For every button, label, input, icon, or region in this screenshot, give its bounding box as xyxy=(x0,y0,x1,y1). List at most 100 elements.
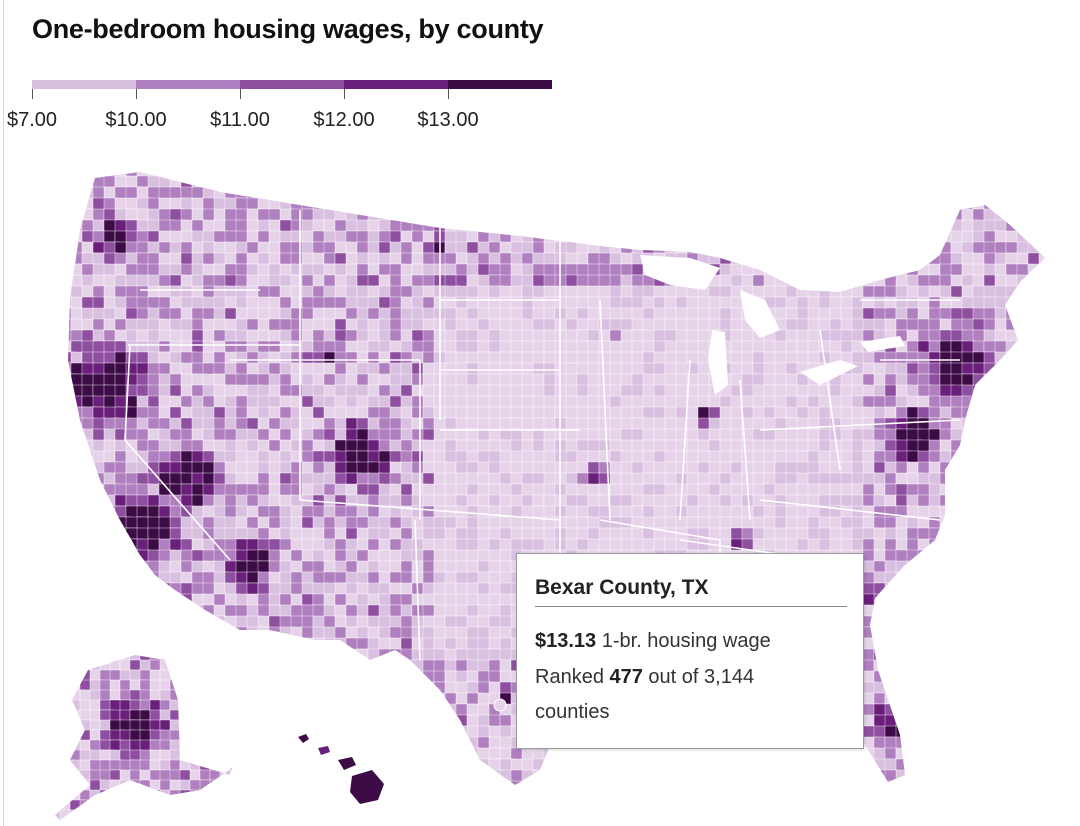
county-cell[interactable] xyxy=(961,692,979,708)
county-cell[interactable] xyxy=(928,626,945,642)
county-cell[interactable] xyxy=(312,758,327,775)
county-cell[interactable] xyxy=(917,659,930,676)
county-cell[interactable] xyxy=(994,395,1012,411)
county-cell[interactable] xyxy=(444,483,458,497)
county-cell[interactable] xyxy=(389,165,406,180)
county-cell[interactable] xyxy=(1027,219,1044,237)
county-cell[interactable] xyxy=(994,648,1008,665)
county-cell[interactable] xyxy=(433,197,447,213)
county-cell[interactable] xyxy=(191,472,205,486)
county-cell[interactable] xyxy=(180,604,193,617)
county-cell[interactable] xyxy=(972,692,989,709)
county-cell[interactable] xyxy=(301,747,316,763)
county-cell[interactable] xyxy=(928,637,946,650)
county-cell[interactable] xyxy=(466,186,482,199)
county-cell[interactable] xyxy=(246,714,262,731)
county-cell[interactable] xyxy=(928,758,942,774)
county-cell[interactable] xyxy=(290,648,307,664)
county-cell[interactable] xyxy=(1016,725,1029,738)
county-cell[interactable] xyxy=(653,461,667,474)
county-cell[interactable] xyxy=(829,285,842,299)
county-cell[interactable] xyxy=(928,648,941,664)
county-cell[interactable] xyxy=(642,186,655,202)
county-cell[interactable] xyxy=(147,626,164,644)
county-cell[interactable] xyxy=(81,505,96,519)
county-cell[interactable] xyxy=(367,681,384,694)
county-cell[interactable] xyxy=(664,219,681,234)
county-cell[interactable] xyxy=(1005,373,1021,391)
county-cell[interactable] xyxy=(466,208,480,226)
county-cell[interactable] xyxy=(939,637,954,652)
county-cell[interactable] xyxy=(1027,538,1044,551)
county-cell[interactable] xyxy=(642,747,658,761)
county-cell[interactable] xyxy=(202,604,216,617)
county-cell[interactable] xyxy=(609,384,622,398)
county-cell[interactable] xyxy=(972,758,986,775)
county-cell[interactable] xyxy=(202,714,218,731)
county-cell[interactable] xyxy=(543,758,557,771)
county-cell[interactable] xyxy=(411,736,425,752)
county-cell[interactable] xyxy=(290,758,308,772)
county-cell[interactable] xyxy=(697,197,710,210)
county-cell[interactable] xyxy=(114,571,132,585)
county-cell[interactable] xyxy=(477,175,491,191)
county-cell[interactable] xyxy=(928,725,946,742)
county-cell[interactable] xyxy=(411,703,429,718)
county-cell[interactable] xyxy=(1016,175,1033,192)
county-cell[interactable] xyxy=(1038,615,1054,630)
county-cell[interactable] xyxy=(950,648,966,666)
county-cell[interactable] xyxy=(301,703,318,719)
county-cell[interactable] xyxy=(950,439,964,452)
county-cell[interactable] xyxy=(400,714,418,730)
county-cell[interactable] xyxy=(653,175,669,188)
county-cell[interactable] xyxy=(367,725,383,742)
county-cell[interactable] xyxy=(378,758,391,772)
county-cell[interactable] xyxy=(983,549,1001,562)
county-cell[interactable] xyxy=(840,274,856,287)
county-cell[interactable] xyxy=(972,494,989,507)
county-cell[interactable] xyxy=(906,165,920,177)
county-cell[interactable] xyxy=(851,450,864,463)
county-cell[interactable] xyxy=(818,230,835,245)
county-cell[interactable] xyxy=(1038,175,1055,191)
county-cell[interactable] xyxy=(620,230,636,247)
county-cell[interactable] xyxy=(92,505,107,523)
county-cell[interactable] xyxy=(961,516,975,530)
county-cell[interactable] xyxy=(136,626,150,644)
county-cell[interactable] xyxy=(906,725,924,739)
county-cell[interactable] xyxy=(906,582,922,599)
county-cell[interactable] xyxy=(895,527,908,541)
county-cell[interactable] xyxy=(895,747,911,760)
county-cell[interactable] xyxy=(213,615,226,628)
county-cell[interactable] xyxy=(202,659,219,675)
county-cell[interactable] xyxy=(323,252,336,265)
county-cell[interactable] xyxy=(818,165,835,182)
county-cell[interactable] xyxy=(60,648,73,661)
county-cell[interactable] xyxy=(598,165,615,180)
county-cell[interactable] xyxy=(1016,296,1032,313)
county-cell[interactable] xyxy=(323,351,336,364)
county-cell[interactable] xyxy=(895,241,911,258)
county-cell[interactable] xyxy=(653,285,667,298)
county-cell[interactable] xyxy=(257,439,270,453)
county-cell[interactable] xyxy=(807,175,820,193)
county-cell[interactable] xyxy=(972,582,989,598)
county-cell[interactable] xyxy=(422,747,437,764)
county-cell[interactable] xyxy=(873,692,886,705)
county-cell[interactable] xyxy=(268,186,286,203)
county-cell[interactable] xyxy=(279,165,297,179)
county-cell[interactable] xyxy=(1016,637,1030,650)
county-cell[interactable] xyxy=(235,648,253,666)
county-cell[interactable] xyxy=(939,505,954,518)
county-cell[interactable] xyxy=(719,219,733,236)
county-cell[interactable] xyxy=(620,186,635,200)
county-cell[interactable] xyxy=(488,197,505,212)
county-cell[interactable] xyxy=(785,373,798,386)
county-cell[interactable] xyxy=(939,428,952,441)
county-cell[interactable] xyxy=(1016,571,1033,585)
county-cell[interactable] xyxy=(994,219,1008,233)
county-cell[interactable] xyxy=(928,274,941,287)
county-cell[interactable] xyxy=(895,219,912,233)
county-cell[interactable] xyxy=(763,406,776,419)
county-cell[interactable] xyxy=(741,329,754,343)
